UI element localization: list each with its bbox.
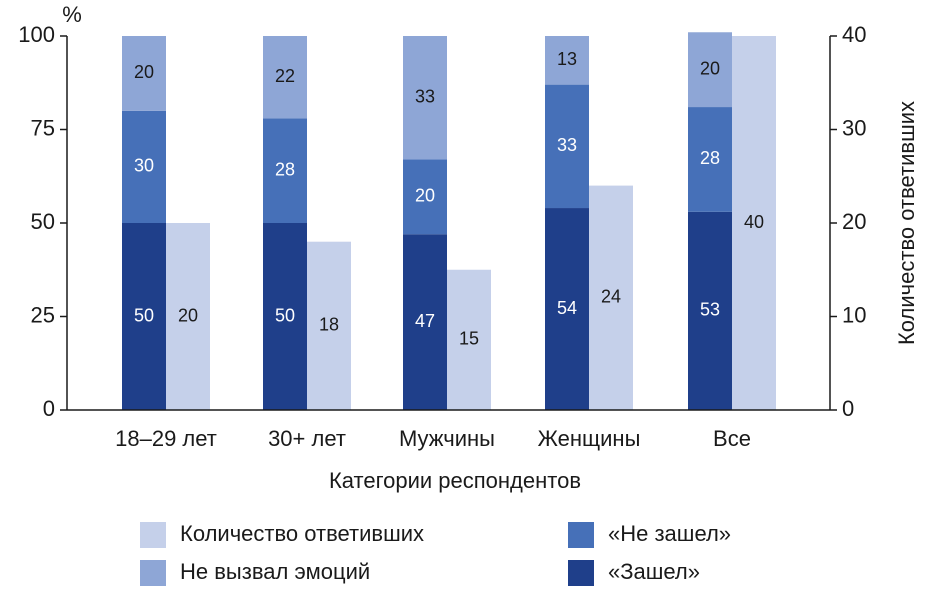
y2-axis-title: Количество ответивших: [894, 101, 919, 345]
y-tick-label: 75: [31, 115, 55, 140]
y2-tick-label: 40: [842, 22, 866, 47]
data-label: 20: [178, 305, 198, 325]
count-bar: [589, 185, 633, 410]
stacked-bar: [263, 118, 307, 223]
data-label: 33: [415, 86, 435, 106]
data-label: 13: [557, 49, 577, 69]
stacked-bar: [403, 234, 447, 410]
stacked-bar: [545, 36, 589, 85]
x-tick-label: Все: [713, 426, 751, 451]
data-label: 30: [134, 156, 154, 176]
x-tick-label: Женщины: [538, 426, 641, 451]
x-tick-label: 30+ лет: [268, 426, 346, 451]
data-label: 50: [134, 305, 154, 325]
count-bar: [166, 223, 210, 410]
stacked-bar: [122, 110, 166, 223]
stacked-bar: [122, 36, 166, 111]
data-label: 15: [459, 329, 479, 349]
stacked-bar: [403, 159, 447, 235]
data-label: 54: [557, 298, 577, 318]
count-bar: [447, 269, 491, 410]
legend-swatch: [568, 560, 594, 586]
stacked-bar: [545, 84, 589, 209]
y-tick-label: 0: [43, 396, 55, 421]
data-label: 20: [700, 58, 720, 78]
stacked-bar: [403, 36, 447, 160]
data-label: 20: [415, 186, 435, 206]
y2-tick-label: 30: [842, 115, 866, 140]
x-axis-title: Категории респондентов: [329, 468, 581, 493]
data-label: 50: [275, 305, 295, 325]
x-tick-label: 18–29 лет: [115, 426, 217, 451]
y-tick-label: 25: [31, 302, 55, 327]
data-label: 28: [275, 159, 295, 179]
legend-swatch: [140, 522, 166, 548]
stacked-bar: [688, 32, 732, 108]
y2-tick-label: 10: [842, 302, 866, 327]
data-label: 24: [601, 287, 621, 307]
data-label: 40: [744, 212, 764, 232]
data-label: 33: [557, 135, 577, 155]
data-label: 28: [700, 148, 720, 168]
stacked-bar: [545, 208, 589, 410]
count-bar: [307, 241, 351, 410]
y2-tick-label: 20: [842, 209, 866, 234]
count-bar: [732, 36, 776, 410]
legend-swatch: [568, 522, 594, 548]
y2-tick-label: 0: [842, 396, 854, 421]
y-tick-label: 100: [18, 22, 55, 47]
stacked-bar: [263, 36, 307, 119]
data-label: 47: [415, 311, 435, 331]
stacked-bar: [688, 211, 732, 410]
legend-label: «Не зашел»: [608, 521, 731, 546]
legend-label: Не вызвал эмоций: [180, 559, 370, 584]
y-tick-label: 50: [31, 209, 55, 234]
x-tick-label: Мужчины: [399, 426, 495, 451]
legend-label: «Зашел»: [608, 559, 700, 584]
data-label: 53: [700, 300, 720, 320]
data-label: 18: [319, 315, 339, 335]
stacked-bar: [122, 223, 166, 410]
stacked-bar: [688, 107, 732, 212]
legend-swatch: [140, 560, 166, 586]
y-axis-title: %: [62, 2, 82, 27]
legend-label: Количество ответивших: [180, 521, 424, 546]
data-label: 20: [134, 62, 154, 82]
data-label: 22: [275, 66, 295, 86]
stacked-bar: [263, 223, 307, 410]
